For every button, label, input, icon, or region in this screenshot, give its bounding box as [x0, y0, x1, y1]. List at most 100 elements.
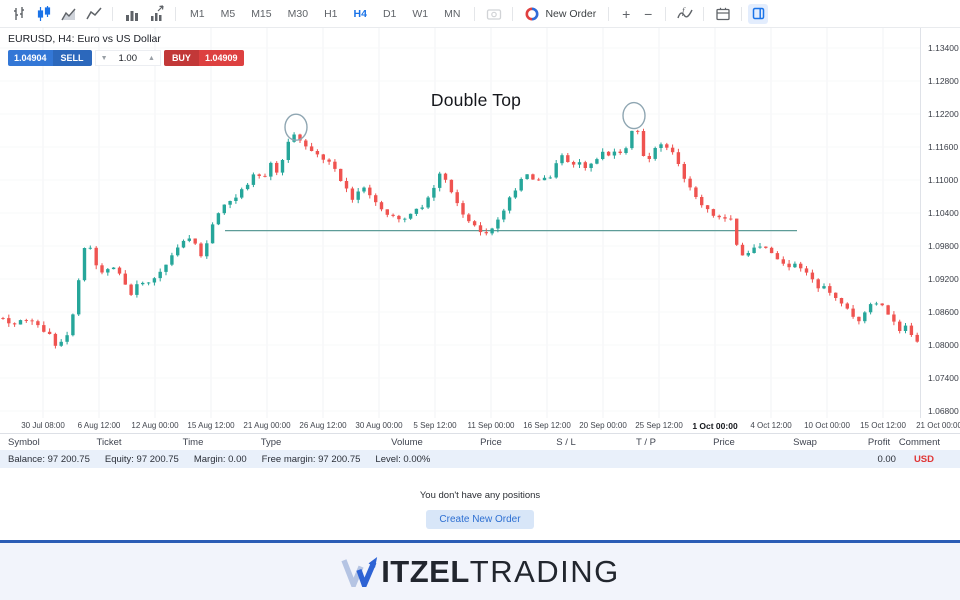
footer-banner: ITZEL TRADING [0, 540, 960, 600]
top-toolbar: M1 M5 M15 M30 H1 H4 D1 W1 MN New Order + − f [0, 0, 960, 28]
screenshot-icon [481, 4, 506, 24]
price-tick-label: 1.09200 [928, 274, 959, 284]
volume-increase-icon[interactable]: ▲ [148, 54, 155, 62]
column-header-symbol: Symbol [8, 437, 40, 448]
symbol-description: EURUSD, H4: Euro vs US Dollar [8, 33, 161, 45]
logo-w-arrow-icon [341, 556, 378, 587]
zoom-in-button[interactable]: + [622, 5, 631, 22]
account-stat: Level: 0.00% [375, 453, 431, 465]
timeframe-w1[interactable]: W1 [412, 7, 429, 20]
toolbar-separator [741, 6, 743, 21]
time-tick-label: 21 Oct 00:00 [916, 421, 960, 430]
time-tick-label: 30 Aug 00:00 [355, 421, 403, 430]
price-tick-label: 1.07400 [928, 373, 959, 383]
price-tick-label: 1.10400 [928, 208, 959, 218]
trade-panel-toggle[interactable] [748, 3, 769, 24]
zoom-out-button[interactable]: − [644, 5, 653, 22]
volume-value[interactable]: 1.00 [118, 52, 138, 64]
sell-label: SELL [60, 53, 84, 63]
price-tick-label: 1.09800 [928, 241, 959, 251]
chart-area[interactable]: Double Top 1.13400 1.12800 1.12200 1.11600 1… [0, 28, 960, 418]
calendar-icon[interactable] [710, 4, 735, 24]
time-tick-label: 21 Aug 00:00 [243, 421, 291, 430]
time-tick-label: 12 Aug 00:00 [131, 421, 179, 430]
volume-icon[interactable] [119, 4, 144, 24]
account-stat: Margin: 0.00 [193, 453, 247, 465]
account-currency: USD [913, 453, 934, 465]
column-header-ticket: Ticket [96, 437, 122, 448]
candlestick-chart[interactable] [0, 28, 920, 418]
time-tick-label: 20 Sep 00:00 [579, 421, 627, 430]
timeframe-h1[interactable]: H1 [324, 7, 338, 20]
area-chart-icon[interactable] [56, 4, 81, 24]
sell-button[interactable]: 1.04904 SELL [8, 50, 92, 66]
timeframe-group: M1 M5 M15 M30 H1 H4 D1 W1 MN [182, 4, 468, 24]
price-tick-label: 1.06800 [928, 406, 959, 416]
price-tick-label: 1.12200 [928, 109, 959, 119]
volume-profile-icon[interactable] [144, 4, 169, 24]
volume-stepper: ▼ 1.00 ▲ [94, 50, 161, 66]
time-tick-label: 4 Oct 12:00 [750, 421, 792, 430]
time-tick-label: 11 Sep 00:00 [467, 421, 515, 430]
account-bar: Balance: 97 200.75 Equity: 97 200.75 Margi… [0, 450, 960, 468]
time-tick-label: 15 Aug 12:00 [187, 421, 235, 430]
timeframe-d1[interactable]: D1 [382, 7, 397, 20]
line-chart-icon[interactable] [81, 4, 106, 24]
buy-button[interactable]: BUY 1.04909 [163, 50, 244, 66]
positions-table-header: Symbol Ticket Time Type Volume Price S / L T / … [0, 433, 960, 450]
toolbar-separator [703, 6, 705, 21]
toolbar-separator [512, 6, 514, 21]
column-header-time: Time [182, 437, 204, 448]
column-header-price: Price [480, 437, 502, 448]
time-tick-label: 10 Oct 00:00 [804, 421, 850, 430]
price-axis[interactable]: 1.13400 1.12800 1.12200 1.11600 1.11000 1.104… [920, 28, 960, 418]
new-order-button[interactable]: New Order [519, 7, 602, 21]
account-stat: Balance: 97 200.75 [8, 453, 90, 465]
indicators-icon[interactable]: f [672, 4, 697, 24]
logo-text-bold: ITZEL [381, 553, 470, 589]
volume-decrease-icon[interactable]: ▼ [100, 54, 108, 62]
column-header-profit: Profit [867, 437, 891, 448]
price-tick-label: 1.08600 [928, 307, 959, 317]
time-tick-label: 16 Sep 12:00 [523, 421, 571, 430]
bars-chart-icon[interactable] [6, 4, 31, 24]
witzel-trading-logo: ITZEL TRADING [340, 554, 620, 590]
price-tick-label: 1.12800 [928, 76, 959, 86]
create-new-order-button[interactable]: Create New Order [426, 510, 534, 529]
time-tick-label: 25 Sep 12:00 [635, 421, 683, 430]
buy-price: 1.04909 [204, 53, 238, 63]
candles-chart-icon[interactable] [31, 4, 56, 24]
column-header-volume: Volume [391, 437, 423, 448]
timeframe-h4[interactable]: H4 [353, 7, 367, 20]
pattern-title: Double Top [430, 90, 522, 110]
timeframe-m15[interactable]: M15 [251, 7, 272, 20]
account-stat: Free margin: 97 200.75 [261, 453, 361, 465]
column-header-price: Price [713, 437, 735, 448]
time-tick-label: 6 Aug 12:00 [77, 421, 121, 430]
time-tick-label: 30 Jul 08:00 [21, 421, 65, 430]
total-profit: 0.00 [877, 453, 896, 465]
time-tick-label: 15 Oct 12:00 [860, 421, 906, 430]
price-tick-label: 1.08000 [928, 340, 959, 350]
price-tick-label: 1.11000 [928, 175, 959, 185]
panel-icon [752, 7, 764, 20]
column-header-comment: Comment [898, 437, 940, 448]
timeframe-m5[interactable]: M5 [220, 7, 236, 20]
toolbar-separator [608, 6, 610, 21]
svg-text:f: f [682, 6, 686, 16]
time-axis[interactable]: 30 Jul 08:00 6 Aug 12:00 12 Aug 00:00 15 Au… [0, 418, 960, 433]
timeframe-mn[interactable]: MN [444, 7, 461, 20]
sell-price: 1.04904 [14, 53, 47, 63]
positions-empty-state: You don't have any positions Create New … [0, 468, 960, 540]
timeframe-m30[interactable]: M30 [287, 7, 309, 20]
logo-text-light: TRADING [469, 553, 620, 589]
price-tick-label: 1.13400 [928, 43, 959, 53]
timeframe-m1[interactable]: M1 [190, 7, 205, 20]
time-tick-label: 1 Oct 00:00 [692, 421, 738, 431]
column-header-swap: Swap [793, 437, 817, 448]
column-header-tp: T / P [636, 437, 656, 448]
time-tick-label: 26 Aug 12:00 [299, 421, 347, 430]
no-positions-message: You don't have any positions [419, 490, 541, 501]
toolbar-separator [175, 6, 176, 21]
new-order-icon [526, 7, 539, 20]
